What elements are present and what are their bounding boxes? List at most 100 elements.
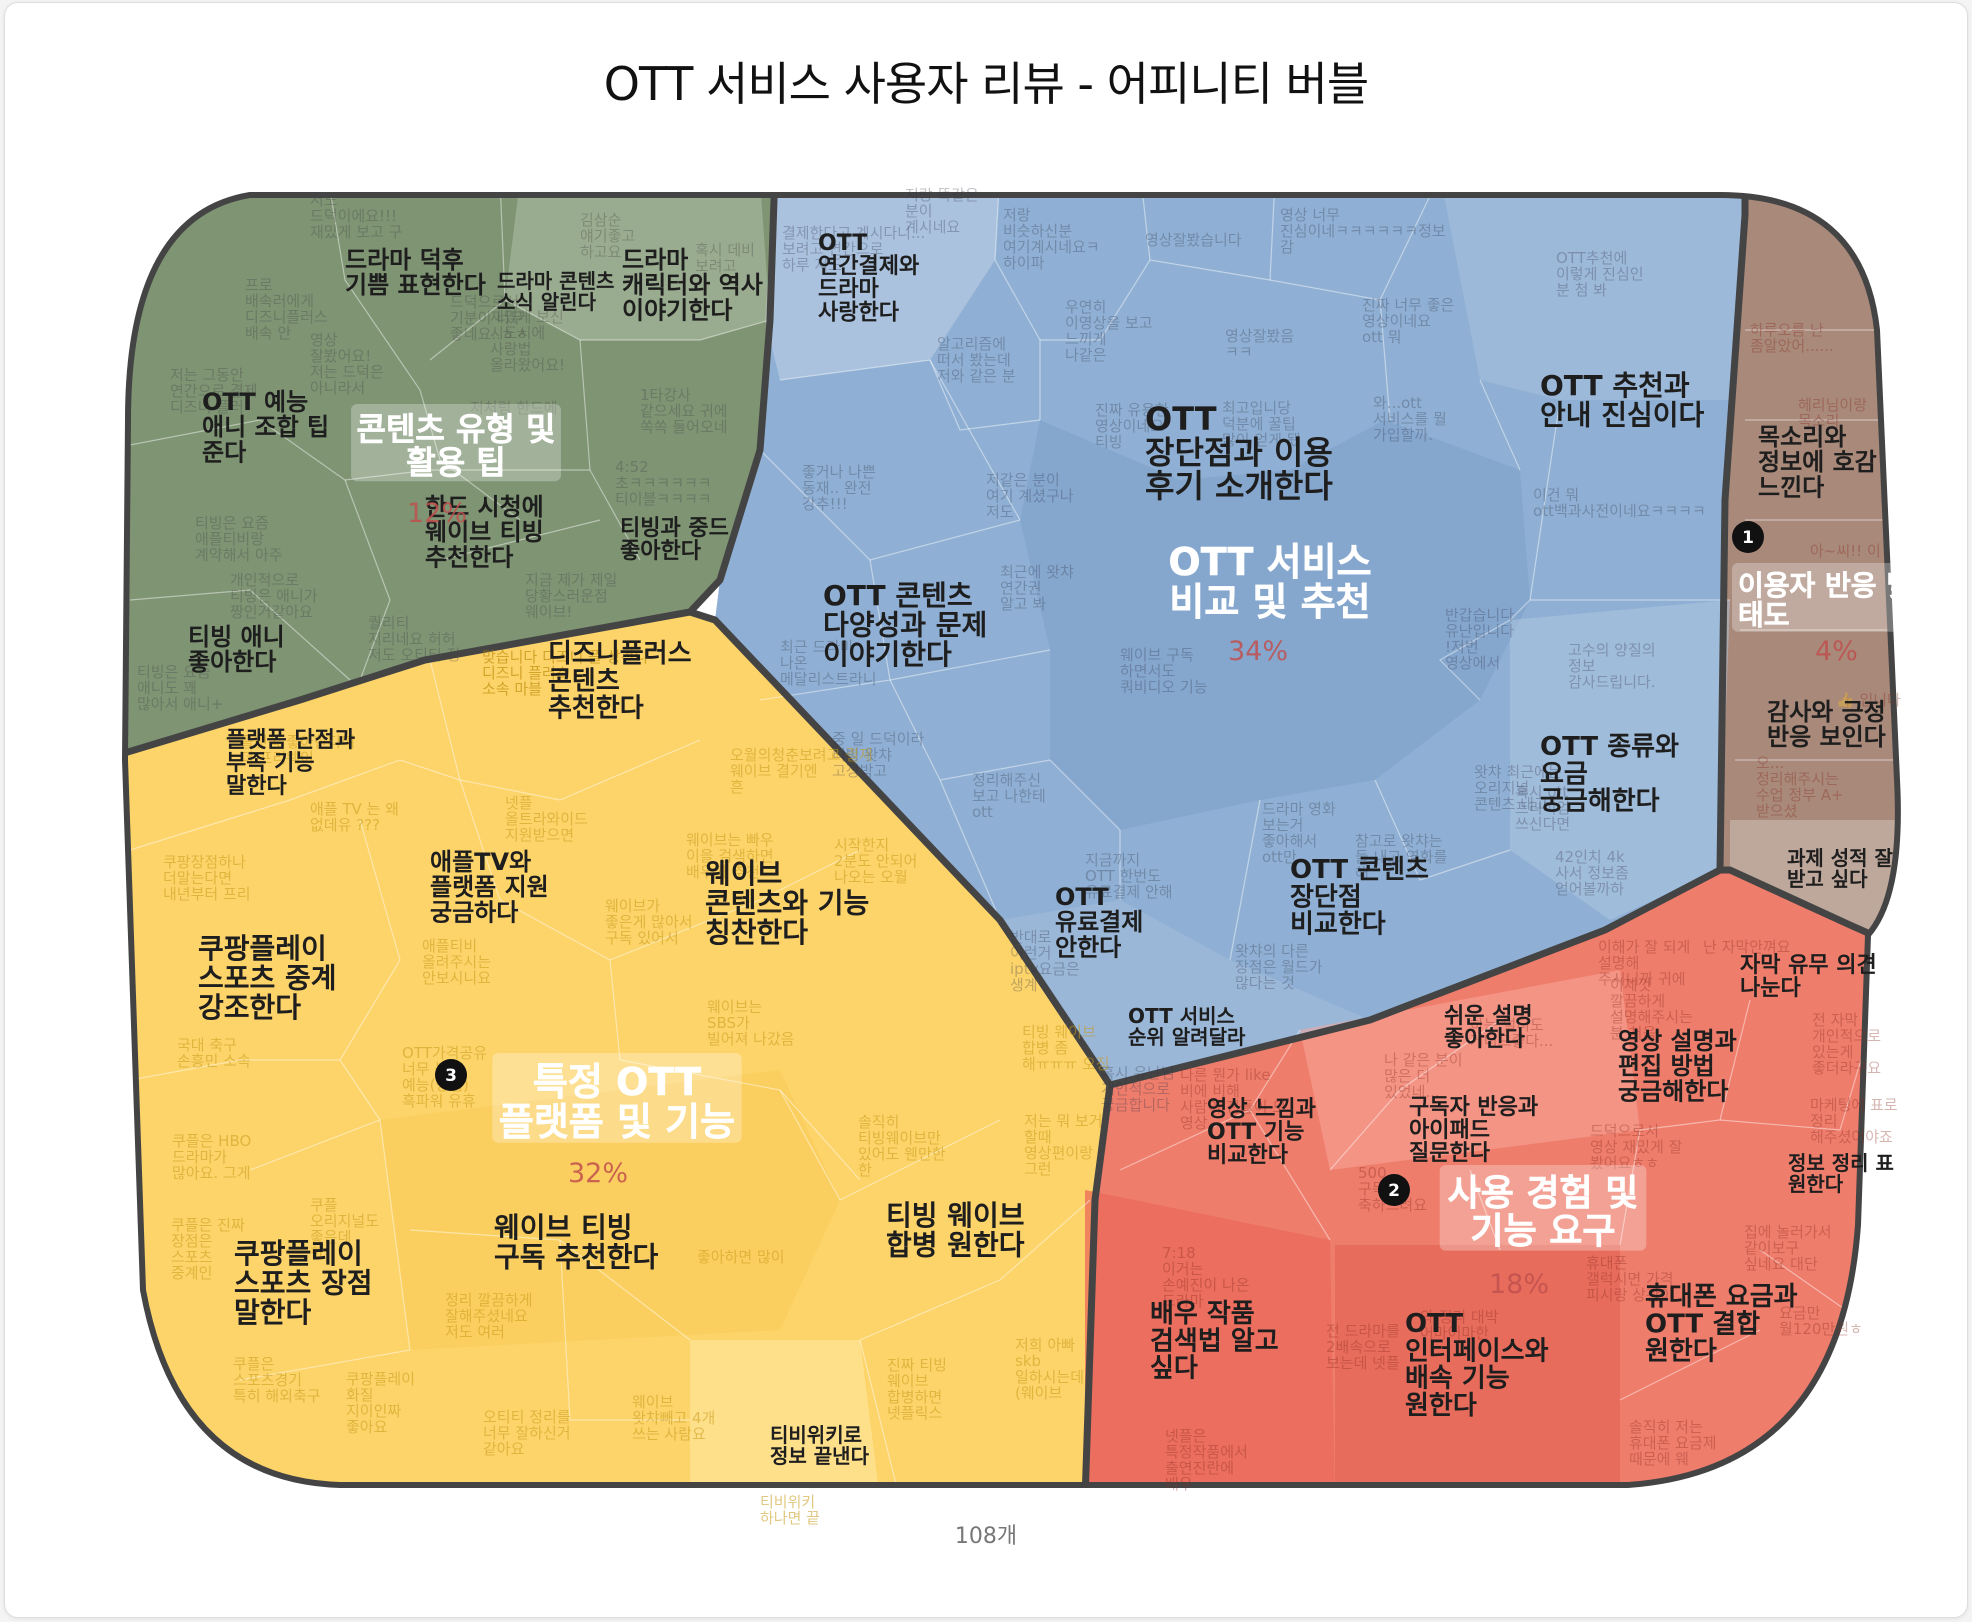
item-count: 108개	[954, 1524, 1018, 1549]
snippet-text: 저는 뭐 보거 할때 영상편이랑 그런	[1024, 1112, 1103, 1178]
snippet-text: 웨이브는 빠우 이을 검색하면 배우가 추천	[686, 831, 774, 881]
theme-label: OTT 유료결제 안한다	[1055, 883, 1143, 961]
snippet-text: 혹시 ott 프리미엄 쓰신다면	[1515, 783, 1570, 833]
blue-core-region	[1020, 420, 1530, 830]
snippet-text: 고수의 양질의 정보 감사드립니다.	[1568, 641, 1656, 691]
snippet-text: 헤리님이랑 목소리	[1798, 396, 1867, 430]
snippet-text: 맞습니다 디즈니 플 상견니 디즈니 플러스 소속 마블	[482, 648, 648, 698]
snippet-text: 전 자막 개인적으로 있는게 좋더라구요	[1812, 1011, 1881, 1077]
blue-subregion	[1440, 195, 1745, 400]
snippet-text: 넷플 올트라와이드 지원받으면	[505, 794, 588, 844]
theme-label: 디즈니플러스 콘텐츠 추천한다	[548, 639, 692, 724]
snippet-text: 넷플은 특정작품에서 출연진란에 배우	[1165, 1427, 1248, 1493]
snippet-text: 웨이브는 SBS가 빌어져 나갔음	[707, 998, 795, 1048]
snippet-text: 저는 그동안 연간으로 결제 디즈니 플러	[170, 366, 258, 416]
snippet-text: 와 정리 대박 어마어마한	[1420, 1308, 1499, 1342]
snippet-text: 42인치 4k 사서 정보좀 얻어볼까하	[1555, 848, 1629, 898]
snippet-text: 다른 뭔가 like 비에 비해 사람이 진들이 모 영상	[1180, 1066, 1286, 1132]
snippet-text: 쿠플은 HBO 드라마가 많아요. 그게	[172, 1132, 251, 1182]
snippet-text: 티빙은 요즘 애니도 꽤 많아서 애니+	[137, 663, 223, 713]
snippet-text: 쿠플 오리지널도 좋은데 한	[310, 1196, 379, 1262]
snippet-text: 👍 입니다	[1836, 691, 1901, 709]
cluster-label: 특정 OTT 플랫폼 및 기능	[499, 1060, 735, 1144]
snippet-text: 난 자막안껴요	[1703, 938, 1791, 956]
svg-text:3: 3	[445, 1066, 457, 1086]
snippet-text: 요금만 월120만원ㅎ	[1779, 1304, 1863, 1338]
snippet-text: 재밌게 보신 시도시에 사랑법 올라왔어요!	[490, 308, 565, 374]
theme-label: 구독자 반응과 아이패드 질문한다	[1409, 1095, 1538, 1166]
theme-label: 드라마 캐릭터와 역사 이야기한다	[622, 246, 763, 324]
theme-label: 티빙 애니 좋아한다	[188, 623, 285, 676]
snippet-text: 중 일 드덕이라 티빙 왓챠 고정박고	[832, 730, 925, 780]
theme-label: OTT 콘텐츠 장단점 비교한다	[1290, 855, 1429, 940]
snippet-text: 티빙은 요즘 애플티비랑 계약해서 아주	[195, 514, 283, 564]
snippet-text: 솔직히 티빙웨이브만 있어도 웬만한 한	[858, 1113, 946, 1179]
cluster-marker: 1	[1732, 521, 1764, 553]
snippet-text: 드라마 영화 보는거 좋아해서 ott만	[1262, 800, 1336, 866]
snippet-text: 개인적으로 티빙은 애니가 짱인거같아요	[230, 571, 318, 621]
cluster-percentage: 4%	[1815, 636, 1858, 667]
snippet-text: 영상 너무 진심이네ㅋㅋㅋㅋㅋㅋ정보 감	[1280, 206, 1446, 256]
snippet-text: 결제한다고 계시다니... 보려고 연간으로 하루 저도	[782, 224, 925, 274]
snippet-text: 솔직히 저는 휴대폰 요금제 때문에 웨	[1629, 1418, 1717, 1468]
snippet-text: 왓챠의 다른 장점은 월드가 많다는 것	[1235, 942, 1323, 992]
snippet-text: 아~씨!! 이	[1810, 542, 1881, 560]
snippet-text: 플랫폼 좋아한다며 더 프리웨이	[240, 733, 355, 767]
yellow-subregion	[690, 1340, 880, 1485]
snippet-text: 쿠팡플레이 화질 지이인짜 좋아요	[346, 1370, 415, 1436]
snippet-text: OTT추천에 이렇게 진심인 분 첨 봐	[1556, 249, 1644, 299]
red-subregion	[1335, 1245, 1620, 1485]
red-subregion	[1300, 970, 1640, 1170]
snippet-text: 쿠플은 진짜 장점은 스포츠 중계인	[171, 1216, 245, 1282]
cluster-percentage: 12%	[407, 498, 467, 529]
theme-label: OTT 서비스 순위 알려달라	[1128, 1004, 1246, 1049]
brown-subregion	[1730, 820, 1898, 950]
snippet-text: 반갑습니다 유난입니다 !저번 영상에서	[1445, 606, 1514, 672]
snippet-text: 저희 아빠 skb 일하시는데 (웨이브	[1015, 1336, 1084, 1402]
snippet-text: 김삼순 얘기좋고 하고요	[580, 211, 635, 261]
theme-label: 쉬운 설명 좋아한다	[1444, 1004, 1533, 1052]
snippet-text: 참고로 왓챠는 둘 내고 영화를 해	[1355, 832, 1448, 882]
theme-label: 웨이브 콘텐츠와 기능 칭찬한다	[705, 857, 869, 949]
theme-label: 자막 유무 의견 나눈다	[1740, 953, 1877, 1001]
snippet-text: 우연히 이영상을 보고 느끼게 나같은	[1065, 298, 1153, 364]
snippet-text: 티비위키 하나면 끝	[760, 1493, 820, 1527]
theme-label: OTT 종류와 요금 궁금해한다	[1540, 732, 1679, 817]
cluster-label-highlight	[492, 1053, 742, 1143]
blue-subregion	[1000, 900, 1370, 1085]
theme-label: OTT 추천과 안내 진심이다	[1540, 369, 1705, 431]
cluster-label-highlight	[1732, 563, 1916, 632]
snippet-text: 진짜 유용한 영상이네요 티빙	[1095, 401, 1169, 451]
snippet-text: 저도 드덕이에요!!! 재밌게 보고 구	[310, 191, 402, 241]
snippet-text: 정리해주신 보고 나한테 ott	[972, 771, 1046, 821]
snippet-text: 오월의청춘보려고 결제 웨이브 결기엔 흔	[730, 746, 873, 796]
svg-text:1: 1	[1742, 528, 1754, 548]
snippet-text: 진짜 너무 좋은 영상이네요 ott 뭐	[1362, 296, 1454, 346]
snippet-text: 이해가 잘 되게 설명해 주시니까 귀에	[1598, 938, 1690, 988]
snippet-text: 왓챠 최근에는 오리지널 콘텐츠 내고	[1474, 763, 1562, 813]
snippet-text: 최근에 왓챠 연간권 알고 봐	[1000, 563, 1074, 613]
theme-label: OTT 연간결제와 드라마 사랑한다	[818, 231, 919, 325]
snippet-text: 저처럼 한드에	[470, 399, 558, 417]
snippet-text: 진짜 티빙 웨이브 합병하면 넷플릭스	[887, 1356, 947, 1422]
snippet-text: 좋아하면 많이	[697, 1248, 785, 1266]
theme-label: 드라마 콘텐츠 소식 알린다	[497, 269, 614, 314]
snippet-text: 드덕으로서 기분이 너무 좋네요..ㅎㅎ	[450, 293, 529, 343]
snippet-text: 저랑 똑같은 분이 계시네요	[905, 186, 979, 236]
snippet-text: 시작한지 2분도 안되어 나오는 오월	[834, 836, 917, 886]
snippet-text: 오티티 정리를 너무 잘하신거 같아요	[483, 1408, 571, 1458]
theme-label: 영상 느낌과 OTT 기능 비교한다	[1207, 1097, 1316, 1168]
snippet-text: 티빙 웨이브 합병 좀 해ㅠㅠㅠ 오징	[1022, 1023, 1110, 1073]
snippet-text: 지금 제가 제일 당황스러운점 웨이브!	[525, 571, 617, 621]
snippet-text: 국대 축구 손흥민 소속	[177, 1036, 251, 1070]
cluster-label: 이용자 반응 및 태도	[1738, 569, 1912, 631]
theme-label: 감사와 긍정 반응 보인다	[1767, 698, 1886, 751]
chart-title: OTT 서비스 사용자 리뷰 - 어피니티 버블	[603, 57, 1369, 111]
snippet-text: 최근 드라마 나온 메달리스트라니	[780, 638, 877, 688]
snippet-text: 저같은 분이 여기 계셨구나 저도	[986, 471, 1074, 521]
cluster-label: 사용 경험 및 기능 요구	[1448, 1173, 1639, 1252]
snippet-text: 웨이브 구독 하면서도 쿼비디오 기능	[1120, 646, 1208, 696]
